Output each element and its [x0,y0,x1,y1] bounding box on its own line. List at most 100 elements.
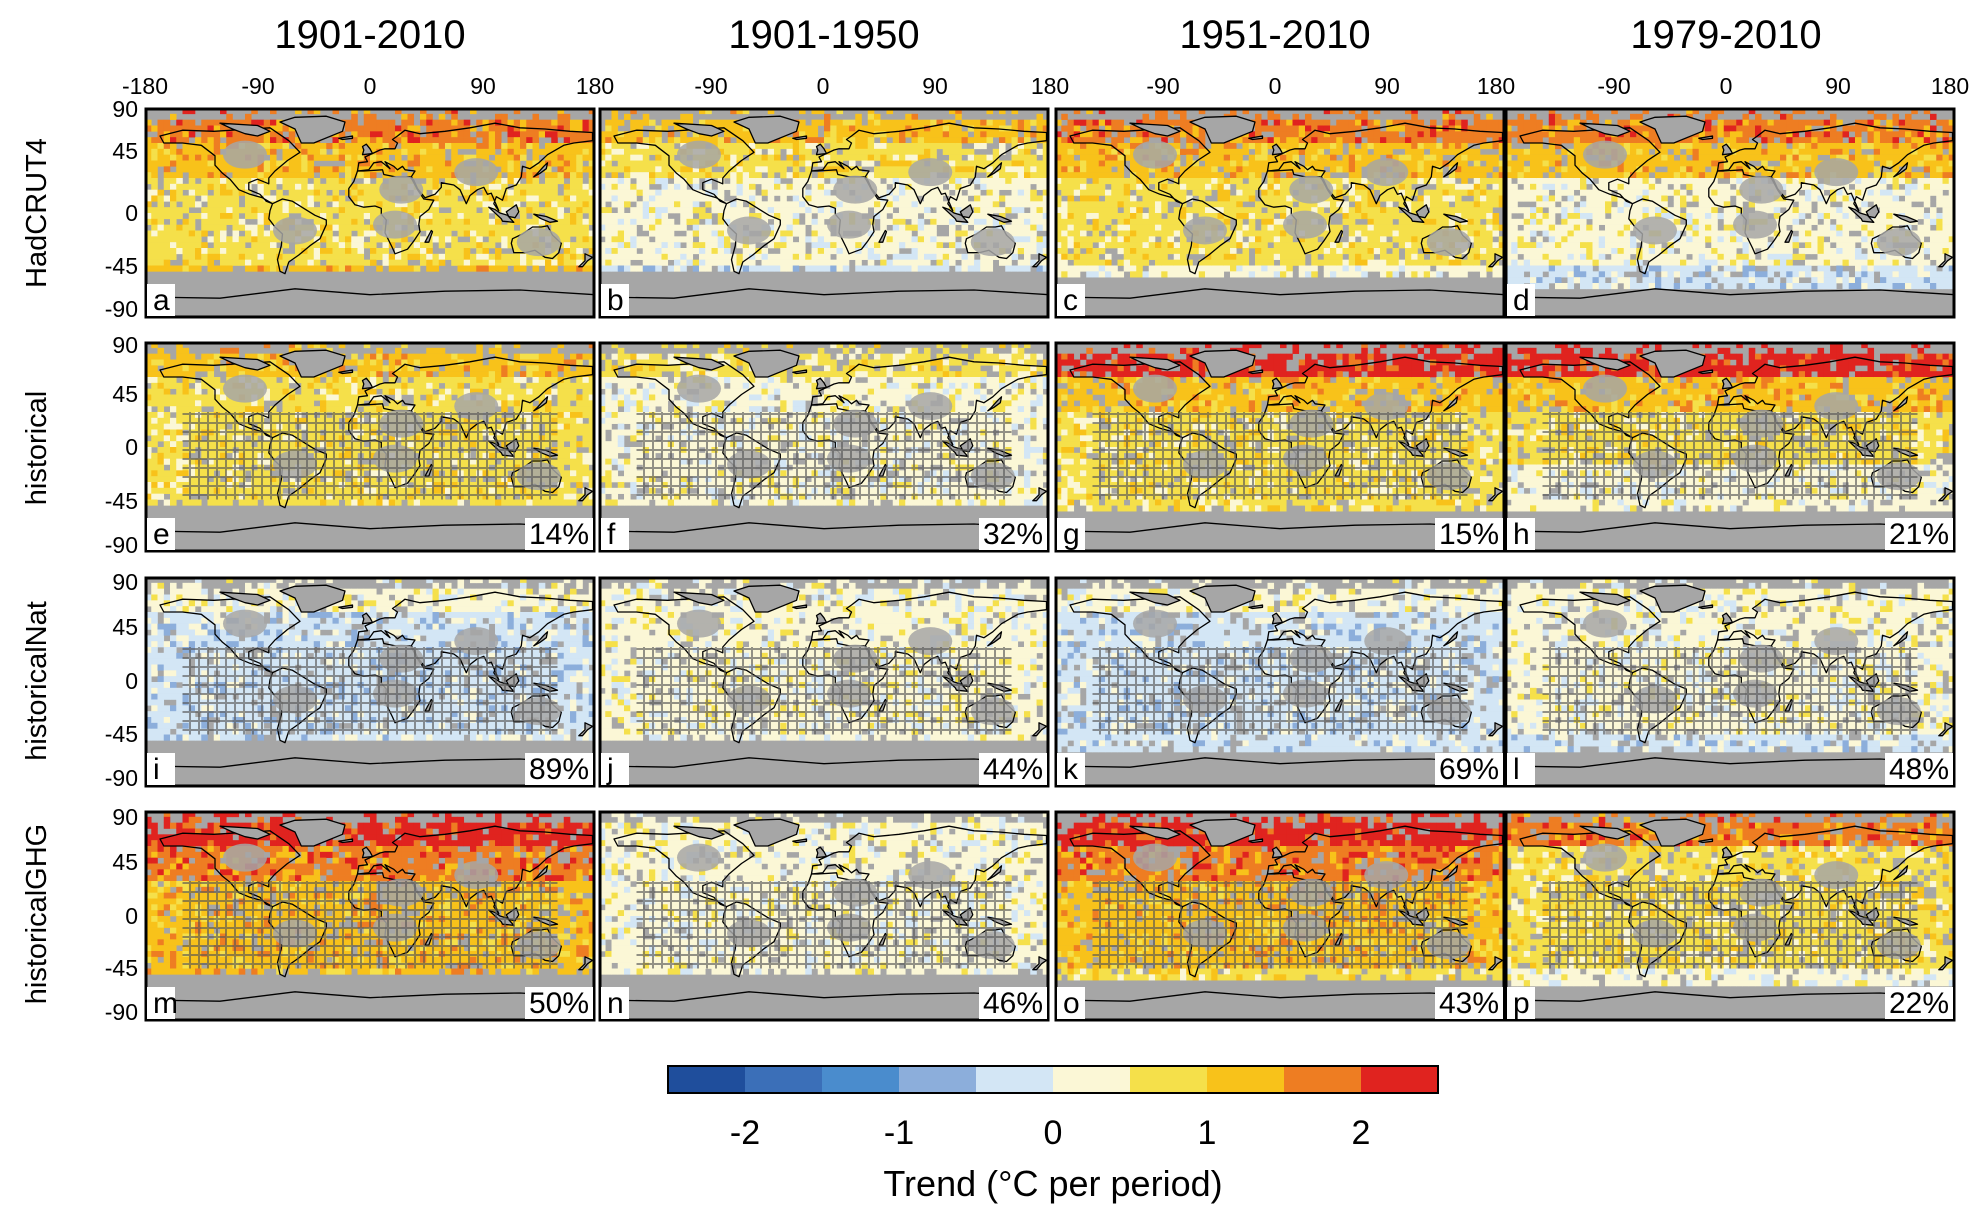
y-tick-label: -90 [105,999,138,1025]
panel-percent-box [1885,753,1953,785]
panel-frame [144,341,596,553]
panel-percent: 22% [1889,987,1949,1020]
row-label: historicalNat [21,601,53,761]
map-panel: e 14% [144,341,596,553]
panel-frame [1054,810,1506,1022]
panel-percent-box [1435,753,1503,785]
y-tick-label: -45 [105,721,138,747]
panel-letter: n [607,987,624,1020]
panel-percent: 50% [529,987,589,1020]
panel-letter-box [147,753,175,785]
y-tick-label: 45 [112,138,138,164]
panel-letter-box [147,518,175,550]
y-tick-label: -45 [105,253,138,279]
panel-letter-box [601,518,629,550]
panel-letter: h [1513,518,1530,551]
latitude-tick-labels: 90 45 0 -45 -90 90 45 0 -45 -90 90 45 0 … [105,96,138,1025]
colorbar-tick-label: -1 [884,1114,914,1152]
map-panels: a b c d e 14% f 32% g 15% h 21% i 89% j 44% k 69% l 48% m 50%… [144,107,1956,1022]
panel-percent-box [525,987,593,1019]
panel-letter-box [147,284,175,316]
panel-letter: c [1063,284,1078,317]
panel-letter-box [1507,987,1535,1019]
map-panel: h 21% [1504,341,1956,553]
colorbar-swatch [1053,1066,1130,1093]
panel-letter-box [1057,518,1085,550]
panel-frame [144,810,596,1022]
panel-letter: k [1063,753,1079,786]
colorbar-swatch [745,1066,822,1093]
colorbar-swatch [1207,1066,1284,1093]
y-tick-label: -90 [105,765,138,791]
panel-percent-box [525,753,593,785]
panel-letter: e [153,518,170,551]
panel-percent: 14% [529,518,589,551]
row-label: historicalGHG [21,824,53,1005]
x-tick-label: 180 [1031,73,1069,99]
panel-letter: a [153,284,170,317]
map-panel: g 15% [1054,341,1506,553]
y-tick-label: -90 [105,532,138,558]
map-panel: l 48% [1504,576,1956,788]
colorbar-swatch [1284,1066,1361,1093]
panel-letter-box [1507,753,1535,785]
panel-frame [144,576,596,788]
panel-frame [1054,341,1506,553]
map-panel: f 32% [598,341,1050,553]
column-title: 1901-2010 [274,13,465,57]
map-panel: m 50% [144,810,596,1022]
map-panel: n 46% [598,810,1050,1022]
colorbar-swatch [1361,1066,1438,1093]
panel-letter: b [607,284,624,317]
y-tick-label: 90 [112,569,138,595]
x-tick-label: 0 [1720,73,1733,99]
x-tick-label: 180 [576,73,614,99]
y-tick-label: 45 [112,381,138,407]
colorbar-tick-label: 2 [1352,1114,1371,1152]
panel-letter-box [1057,987,1085,1019]
panel-frame [598,341,1050,553]
x-tick-label: 180 [1931,73,1969,99]
colorbar: -2 -1 0 1 2 Trend (°C per period) [667,1065,1439,1204]
panel-frame [1504,341,1956,553]
x-tick-label: 90 [1825,73,1851,99]
panel-percent-box [1435,987,1503,1019]
y-tick-label: 90 [112,804,138,830]
panel-letter-box [147,987,175,1019]
x-tick-label: -180 [122,73,168,99]
x-tick-label: -90 [694,73,727,99]
x-tick-label: 90 [922,73,948,99]
y-tick-label: -90 [105,296,138,322]
panel-percent: 15% [1439,518,1499,551]
panel-letter: o [1063,987,1080,1020]
column-title: 1951-2010 [1179,13,1370,57]
colorbar-swatch [899,1066,976,1093]
y-tick-label: 0 [125,200,138,226]
panel-percent-box [1885,518,1953,550]
panel-letter-box [601,987,629,1019]
panel-letter: m [153,987,178,1020]
x-tick-label: -90 [1146,73,1179,99]
panel-percent: 46% [983,987,1043,1020]
colorbar-tick-label: -2 [730,1114,760,1152]
panel-frame [598,107,1050,319]
x-tick-label: -90 [241,73,274,99]
colorbar-tick-label: 1 [1198,1114,1217,1152]
column-titles: 1901-2010 1901-1950 1951-2010 1979-2010 [274,13,1821,57]
panel-frame [1054,107,1506,319]
column-title: 1979-2010 [1630,13,1821,57]
y-tick-label: -45 [105,488,138,514]
panel-frame [598,576,1050,788]
panel-letter-box [1507,284,1535,316]
x-tick-label: 0 [817,73,830,99]
panel-frame [1504,576,1956,788]
longitude-tick-labels: -180 -90 0 90 180 -90 0 90 180 -90 0 90 … [122,73,1969,99]
panel-frame [144,107,596,319]
map-panel: c [1054,107,1506,319]
y-tick-label: 90 [112,96,138,122]
colorbar-swatch [822,1066,899,1093]
panel-frame [1054,576,1506,788]
panel-percent: 43% [1439,987,1499,1020]
panel-frame [1504,107,1956,319]
panel-percent-box [1435,518,1503,550]
